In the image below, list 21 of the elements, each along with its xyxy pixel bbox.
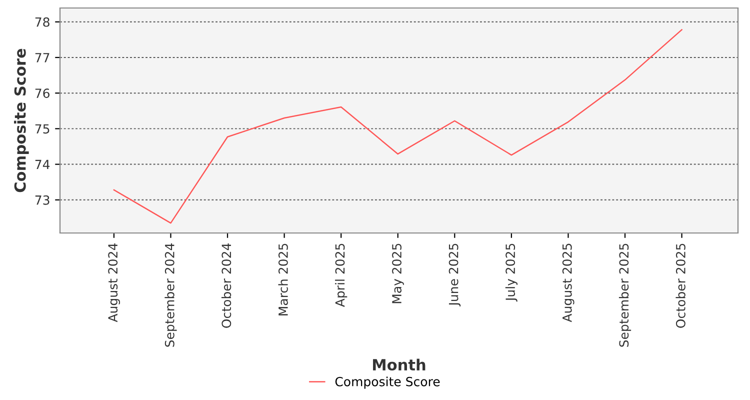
x-tick-label: April 2025 (335, 244, 348, 307)
x-tick-label: August 2024 (108, 243, 120, 322)
y-tick-label: 76 (35, 88, 50, 98)
x-tick-label: June 2025 (448, 244, 461, 306)
x-axis-title: Month (373, 358, 426, 371)
x-tick-label: May 2025 (392, 244, 404, 304)
x-tick-label: October 2025 (676, 244, 686, 328)
x-tick-label: September 2025 (618, 244, 632, 347)
y-tick-label: 73 (35, 195, 50, 205)
x-tick-label: September 2024 (164, 243, 177, 347)
x-tick-label: July 2025 (505, 244, 518, 302)
y-tick-label: 74 (35, 160, 50, 170)
x-tick-label: October 2024 (221, 243, 232, 328)
y-tick-label: 77 (35, 53, 50, 62)
line-series (113, 29, 682, 224)
y-axis-title: Composite Score (14, 48, 29, 192)
x-tick-label: August 2025 (562, 244, 574, 322)
legend-label: Composite Score (335, 376, 440, 389)
y-tick-label: 75 (35, 124, 50, 134)
y-tick-label: 78 (35, 17, 50, 27)
x-tick-label: March 2025 (278, 244, 288, 316)
